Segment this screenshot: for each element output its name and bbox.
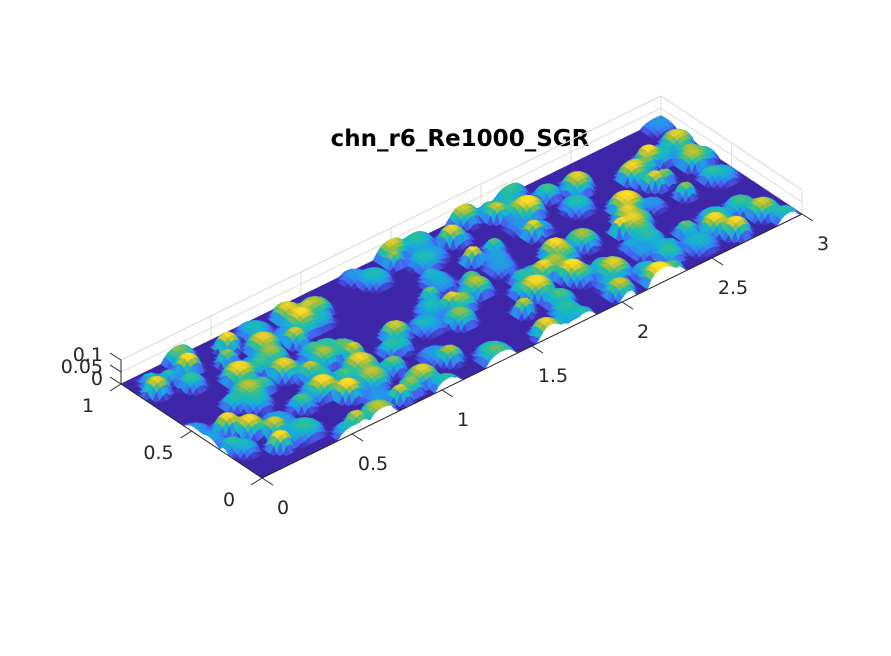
grid-line (660, 95, 803, 191)
chart-title: chn_r6_Re1000_SGR (331, 126, 590, 152)
grid-line (660, 107, 803, 203)
grid-line (120, 95, 662, 361)
surface-layer (121, 115, 802, 479)
